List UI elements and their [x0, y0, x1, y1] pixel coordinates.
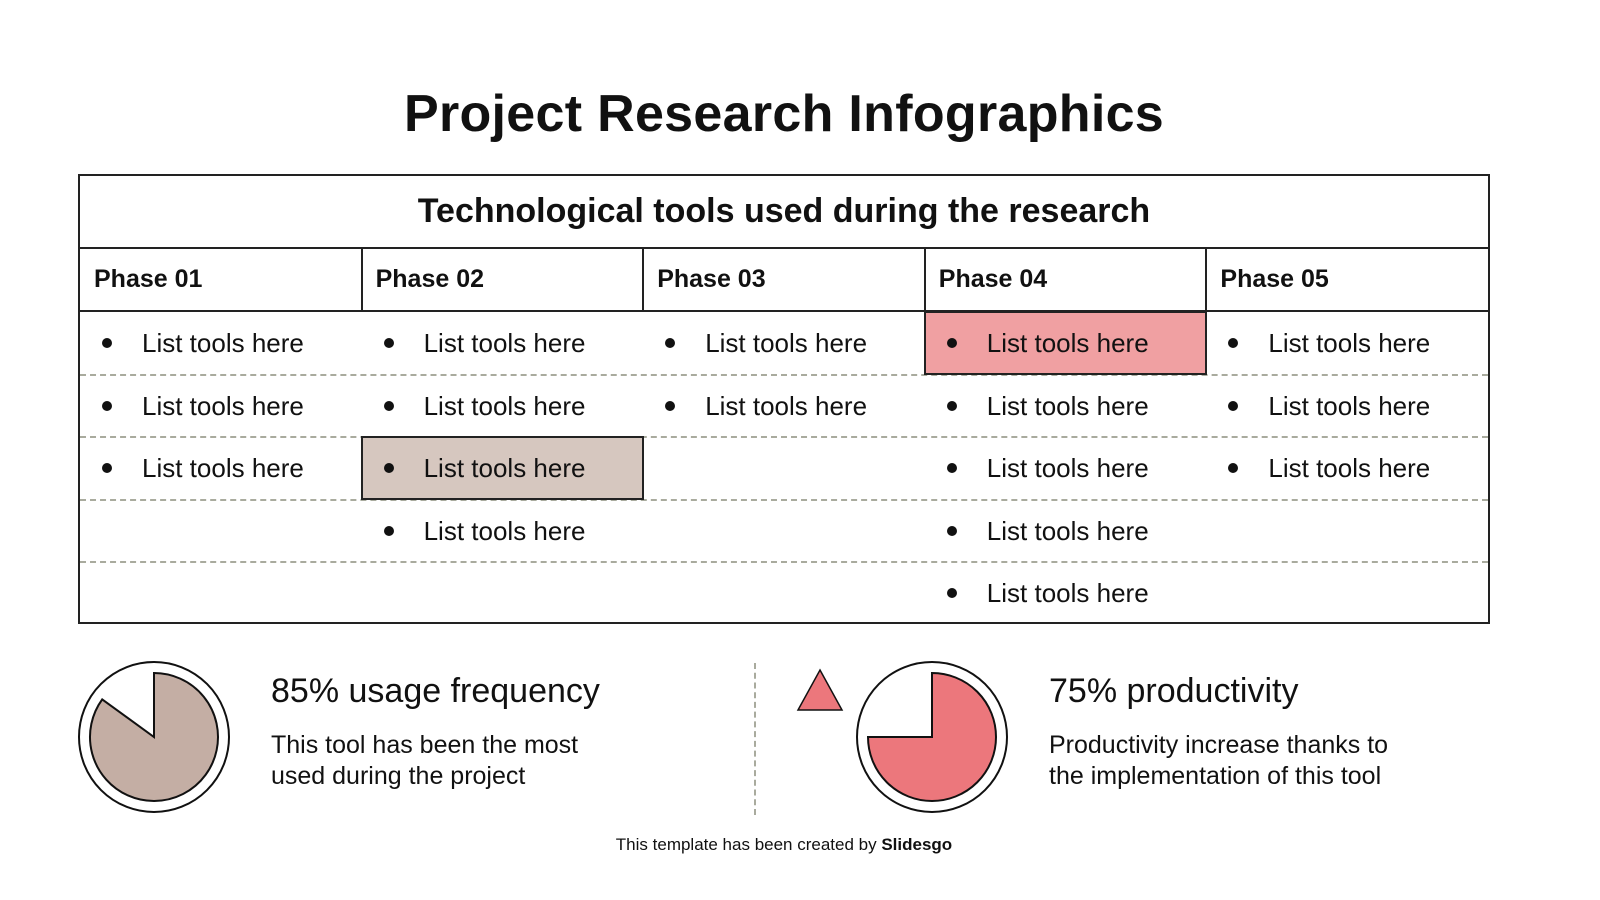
tool-item: List tools here — [986, 516, 1149, 546]
tool-item: List tools here — [986, 328, 1149, 358]
tool-item: List tools here — [1268, 453, 1431, 483]
table-title: Technological tools used during the rese… — [80, 176, 1488, 249]
tool-item: List tools here — [705, 328, 868, 358]
tool-cell: List tools here — [644, 376, 924, 436]
tool-item: List tools here — [986, 578, 1149, 608]
tool-item: List tools here — [142, 391, 304, 421]
divider — [754, 663, 756, 815]
tool-item: List tools here — [423, 516, 586, 546]
bullet-icon — [383, 463, 394, 474]
phase-header: Phase 04 — [924, 249, 1207, 312]
row-divider — [80, 436, 1488, 439]
page-title: Project Research Infographics — [403, 85, 1165, 143]
bullet-icon — [1228, 338, 1239, 349]
bullet-icon — [946, 401, 957, 412]
column-divider — [923, 249, 926, 312]
tool-cell: List tools here — [363, 501, 643, 561]
tool-cell: List tools here — [926, 563, 1206, 623]
tool-cell: List tools here — [81, 376, 361, 436]
tool-cell: List tools here — [1207, 313, 1487, 373]
bullet-icon — [102, 401, 112, 412]
stat-usage-desc: This tool has been the most used during … — [271, 730, 578, 792]
phase-header: Phase 01 — [80, 249, 362, 312]
tool-cell: List tools here — [363, 313, 643, 373]
pie-slice-usage — [89, 671, 219, 802]
tool-cell: List tools here — [644, 313, 924, 373]
column-divider — [360, 249, 363, 312]
bullet-icon — [946, 338, 957, 349]
bullet-icon — [383, 526, 394, 537]
pie-usage — [78, 661, 230, 813]
bullet-icon — [946, 588, 957, 599]
triangle-up-icon — [796, 668, 844, 711]
bullet-icon — [946, 526, 957, 537]
phase-header: Phase 03 — [643, 249, 925, 312]
desc-line: used during the project — [271, 762, 526, 790]
tool-item: List tools here — [986, 391, 1149, 421]
column-divider — [642, 249, 645, 312]
tool-item: List tools here — [423, 391, 586, 421]
tool-item: List tools here — [142, 328, 304, 358]
row-divider — [80, 373, 1488, 376]
pie-productivity — [856, 661, 1008, 813]
desc-line: the implementation of this tool — [1049, 762, 1382, 790]
bullet-icon — [383, 338, 394, 349]
tool-cell: List tools here — [81, 438, 361, 498]
tool-item: List tools here — [986, 453, 1149, 483]
credit-brand[interactable]: Slidesgo — [881, 835, 953, 854]
credit-text: This template has been created by — [615, 835, 882, 854]
bullet-icon — [946, 463, 957, 474]
bullet-icon — [102, 338, 112, 349]
column-divider — [1205, 249, 1208, 312]
stat-productivity-heading: 75% productivity — [1049, 672, 1299, 710]
tool-cell: List tools here — [926, 376, 1206, 436]
tool-item: List tools here — [423, 328, 586, 358]
stat-usage-heading: 85% usage frequency — [271, 672, 600, 710]
bullet-icon — [383, 401, 394, 412]
phase-header: Phase 05 — [1206, 249, 1488, 312]
bullet-icon — [1228, 463, 1239, 474]
credit: This template has been created by Slides… — [0, 834, 1568, 856]
tool-item: List tools here — [705, 391, 868, 421]
desc-line: This tool has been the most — [271, 731, 579, 759]
bullet-icon — [665, 338, 676, 349]
tools-table: Technological tools used during the rese… — [78, 174, 1490, 624]
bullet-icon — [1228, 401, 1239, 412]
tool-item: List tools here — [142, 453, 304, 483]
row-divider — [80, 498, 1488, 501]
phase-header: Phase 02 — [361, 249, 644, 312]
desc-line: Productivity increase thanks to — [1049, 731, 1389, 759]
tool-cell: List tools here — [926, 438, 1206, 498]
stat-productivity-desc: Productivity increase thanks to the impl… — [1049, 730, 1388, 792]
tool-cell: List tools here — [1207, 438, 1487, 498]
tool-cell: List tools here — [926, 501, 1206, 561]
bullet-icon — [102, 463, 112, 474]
row-divider — [80, 561, 1488, 564]
tool-cell: List tools here — [925, 313, 1206, 373]
tool-cell: List tools here — [363, 376, 643, 436]
tool-item: List tools here — [1268, 328, 1431, 358]
bullet-icon — [665, 401, 676, 412]
tool-cell: List tools here — [1207, 376, 1487, 436]
tool-cell: List tools here — [81, 313, 361, 373]
tool-cell: List tools here — [362, 438, 643, 498]
tool-item: List tools here — [423, 453, 586, 483]
pie-slice-productivity — [866, 671, 997, 802]
tool-item: List tools here — [1268, 391, 1431, 421]
